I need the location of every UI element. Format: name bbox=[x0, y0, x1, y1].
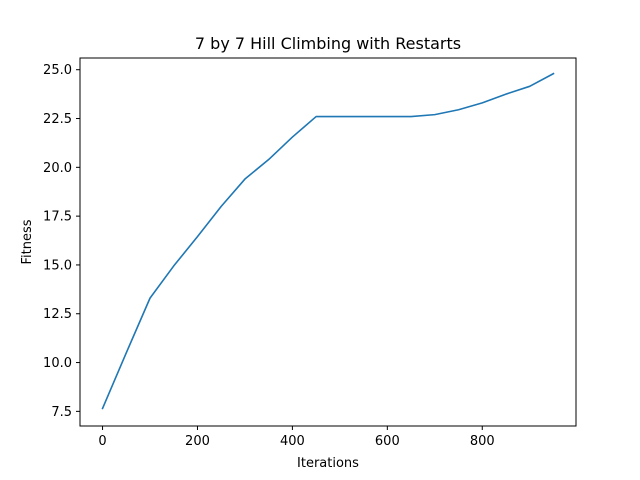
y-tick-label: 10.0 bbox=[43, 356, 72, 371]
data-point bbox=[339, 116, 341, 118]
x-axis-label: Iterations bbox=[297, 456, 359, 471]
x-tick-label: 600 bbox=[375, 434, 400, 449]
data-point bbox=[410, 116, 412, 118]
chart-title: 7 by 7 Hill Climbing with Restarts bbox=[195, 34, 461, 53]
data-point bbox=[458, 109, 460, 111]
data-point bbox=[220, 206, 222, 208]
plot-frame bbox=[79, 57, 577, 427]
data-point bbox=[268, 159, 270, 161]
x-tick-label: 0 bbox=[98, 434, 106, 449]
fitness-series-line bbox=[101, 72, 555, 410]
data-point bbox=[197, 236, 199, 238]
y-tick-label: 22.5 bbox=[43, 112, 72, 127]
data-point bbox=[125, 352, 127, 354]
data-point bbox=[102, 408, 104, 410]
x-tick-label: 400 bbox=[280, 434, 305, 449]
data-point bbox=[363, 116, 365, 118]
data-point bbox=[173, 265, 175, 267]
y-tick-label: 20.0 bbox=[43, 161, 72, 176]
y-tick-label: 25.0 bbox=[43, 63, 72, 78]
data-point bbox=[315, 116, 317, 118]
data-point bbox=[553, 73, 555, 75]
data-point bbox=[244, 178, 246, 180]
data-point bbox=[434, 114, 436, 116]
data-point bbox=[505, 93, 507, 95]
y-tick-label: 7.5 bbox=[51, 405, 72, 420]
axis-ticks: 0 200 400 600 800 7.5 10.0 12.5 15.0 17.5 20.0 22.5… bbox=[43, 63, 495, 449]
data-point bbox=[387, 116, 389, 118]
x-tick-label: 200 bbox=[185, 434, 210, 449]
data-point bbox=[149, 297, 151, 299]
y-tick-label: 17.5 bbox=[43, 210, 72, 225]
y-tick-label: 12.5 bbox=[43, 307, 72, 322]
data-point bbox=[529, 86, 531, 88]
y-tick-label: 15.0 bbox=[43, 258, 72, 273]
y-axis-label: Fitness bbox=[20, 219, 35, 264]
data-point bbox=[481, 102, 483, 104]
plot-lines bbox=[101, 72, 555, 410]
data-point bbox=[292, 136, 294, 138]
x-tick-label: 800 bbox=[470, 434, 495, 449]
